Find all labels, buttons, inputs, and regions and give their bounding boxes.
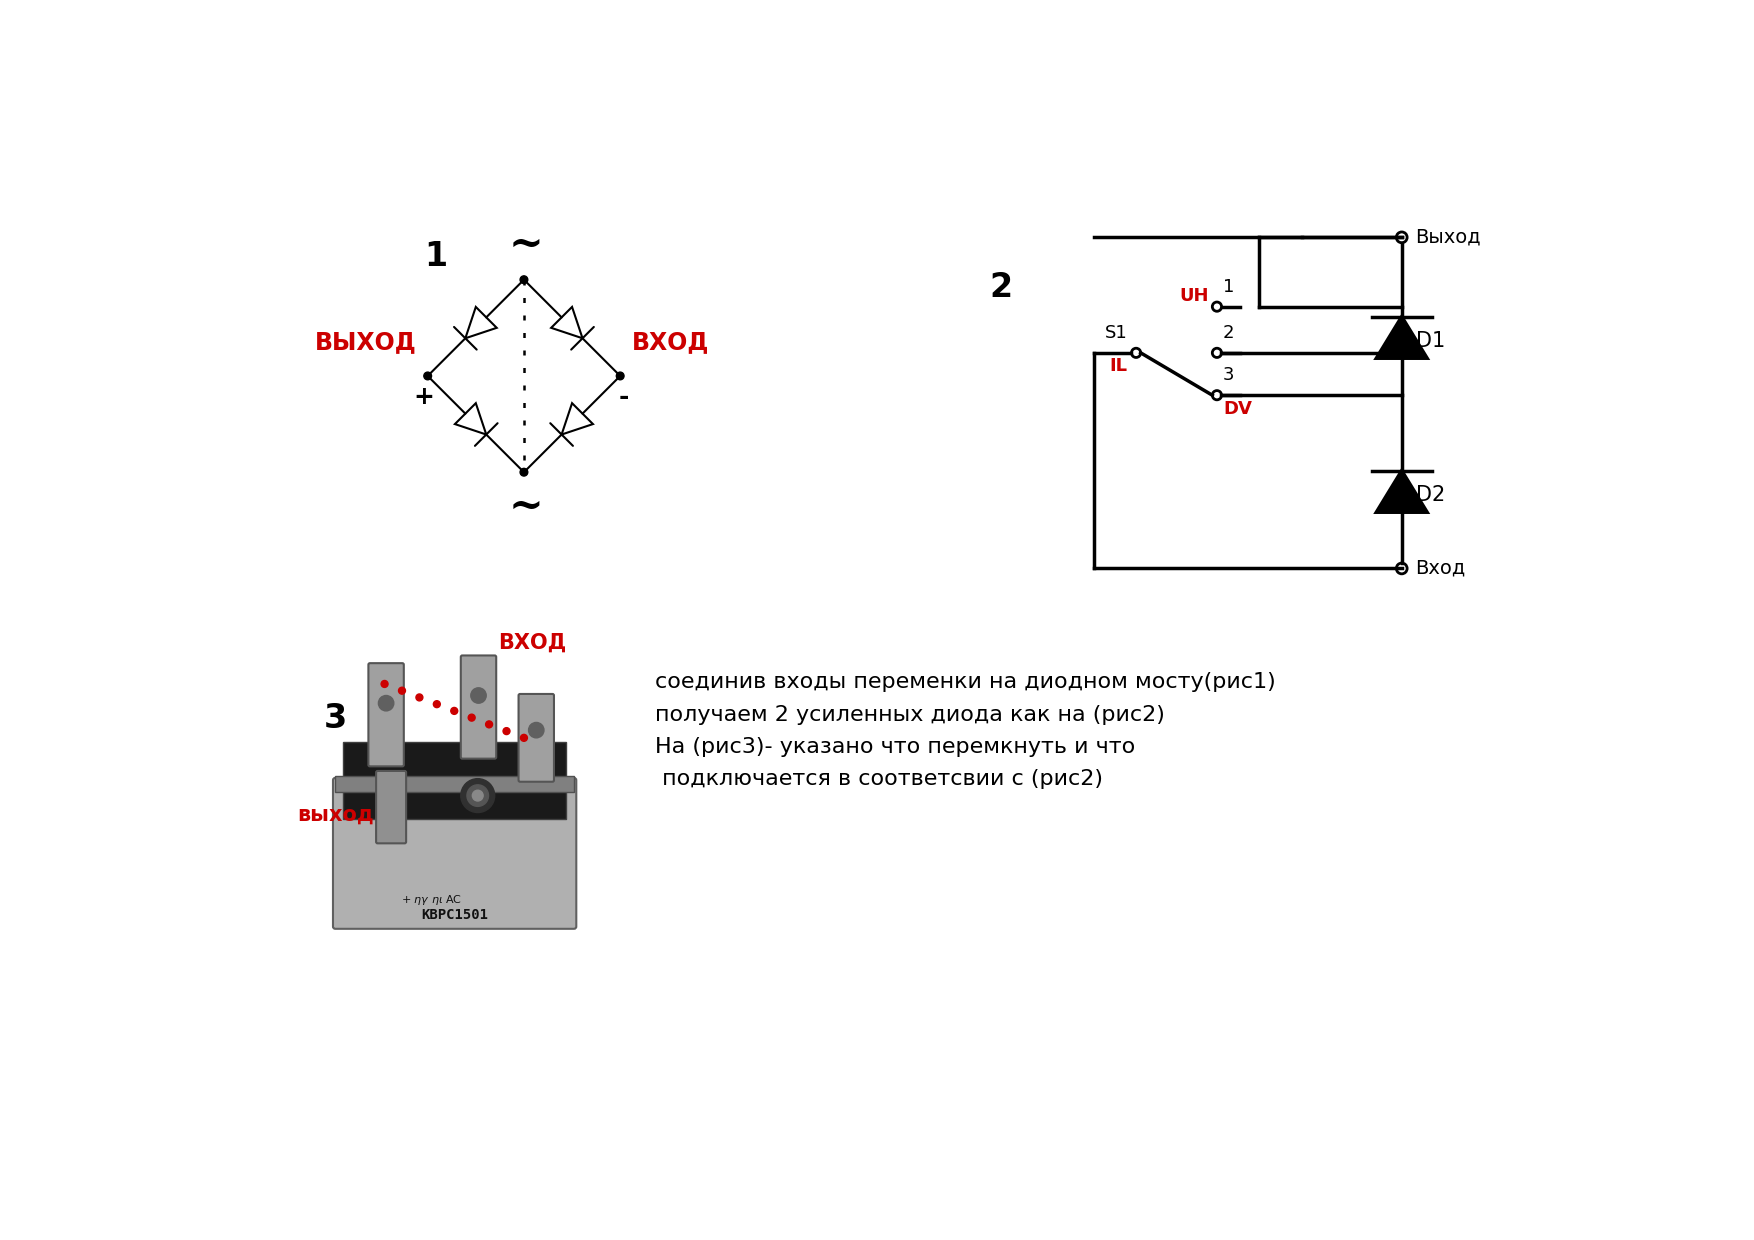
Polygon shape xyxy=(1377,471,1428,512)
Circle shape xyxy=(379,696,395,711)
Circle shape xyxy=(528,723,544,738)
Bar xyxy=(344,742,567,818)
Circle shape xyxy=(433,701,440,708)
Text: ВХОД: ВХОД xyxy=(631,330,709,355)
Circle shape xyxy=(503,728,510,734)
Circle shape xyxy=(467,785,489,806)
Circle shape xyxy=(470,688,486,703)
Text: 3: 3 xyxy=(1223,367,1235,384)
FancyBboxPatch shape xyxy=(461,656,496,759)
FancyBboxPatch shape xyxy=(368,663,403,766)
Text: KBPC1501: KBPC1501 xyxy=(421,908,488,921)
Bar xyxy=(335,776,574,792)
Text: D2: D2 xyxy=(1415,485,1445,506)
Circle shape xyxy=(521,469,528,476)
Text: Вход: Вход xyxy=(1415,559,1466,578)
Circle shape xyxy=(521,734,528,742)
Circle shape xyxy=(451,708,458,714)
Text: D1: D1 xyxy=(1415,331,1445,351)
FancyBboxPatch shape xyxy=(333,777,577,929)
Circle shape xyxy=(486,720,493,728)
Text: S1: S1 xyxy=(1105,324,1128,342)
FancyBboxPatch shape xyxy=(519,694,554,781)
Text: ~: ~ xyxy=(509,486,544,528)
Text: -: - xyxy=(619,386,630,409)
Text: + $\eta\gamma$ $\eta\iota$ AC: + $\eta\gamma$ $\eta\iota$ AC xyxy=(402,893,461,908)
Circle shape xyxy=(616,372,624,379)
Text: соединив входы переменки на диодном мосту(рис1): соединив входы переменки на диодном мост… xyxy=(654,672,1275,692)
Circle shape xyxy=(461,779,495,812)
Text: 3: 3 xyxy=(324,702,347,735)
Text: 2: 2 xyxy=(989,270,1012,304)
Text: На (рис3)- указано что перемкнуть и что: На (рис3)- указано что перемкнуть и что xyxy=(654,737,1135,758)
Circle shape xyxy=(521,275,528,284)
Text: 2: 2 xyxy=(1223,324,1235,342)
Text: 1: 1 xyxy=(424,241,447,273)
Text: +: + xyxy=(414,386,435,409)
Text: ВХОД: ВХОД xyxy=(498,634,567,653)
Text: подключается в соответсвии с (рис2): подключается в соответсвии с (рис2) xyxy=(654,769,1103,790)
Circle shape xyxy=(416,694,423,701)
Circle shape xyxy=(424,372,431,379)
Text: UH: UH xyxy=(1180,288,1209,305)
Text: выход: выход xyxy=(296,805,374,825)
Polygon shape xyxy=(1377,316,1428,358)
Text: ВЫХОД: ВЫХОД xyxy=(314,330,416,355)
Text: Выход: Выход xyxy=(1415,228,1480,247)
Circle shape xyxy=(472,790,482,801)
Circle shape xyxy=(398,687,405,694)
Text: DV: DV xyxy=(1223,399,1252,418)
Text: IL: IL xyxy=(1110,357,1128,376)
FancyBboxPatch shape xyxy=(375,771,407,843)
Circle shape xyxy=(381,681,388,687)
Circle shape xyxy=(468,714,475,722)
Text: ~: ~ xyxy=(509,224,544,265)
Text: 1: 1 xyxy=(1223,278,1235,296)
Text: получаем 2 усиленных диода как на (рис2): получаем 2 усиленных диода как на (рис2) xyxy=(654,704,1165,724)
